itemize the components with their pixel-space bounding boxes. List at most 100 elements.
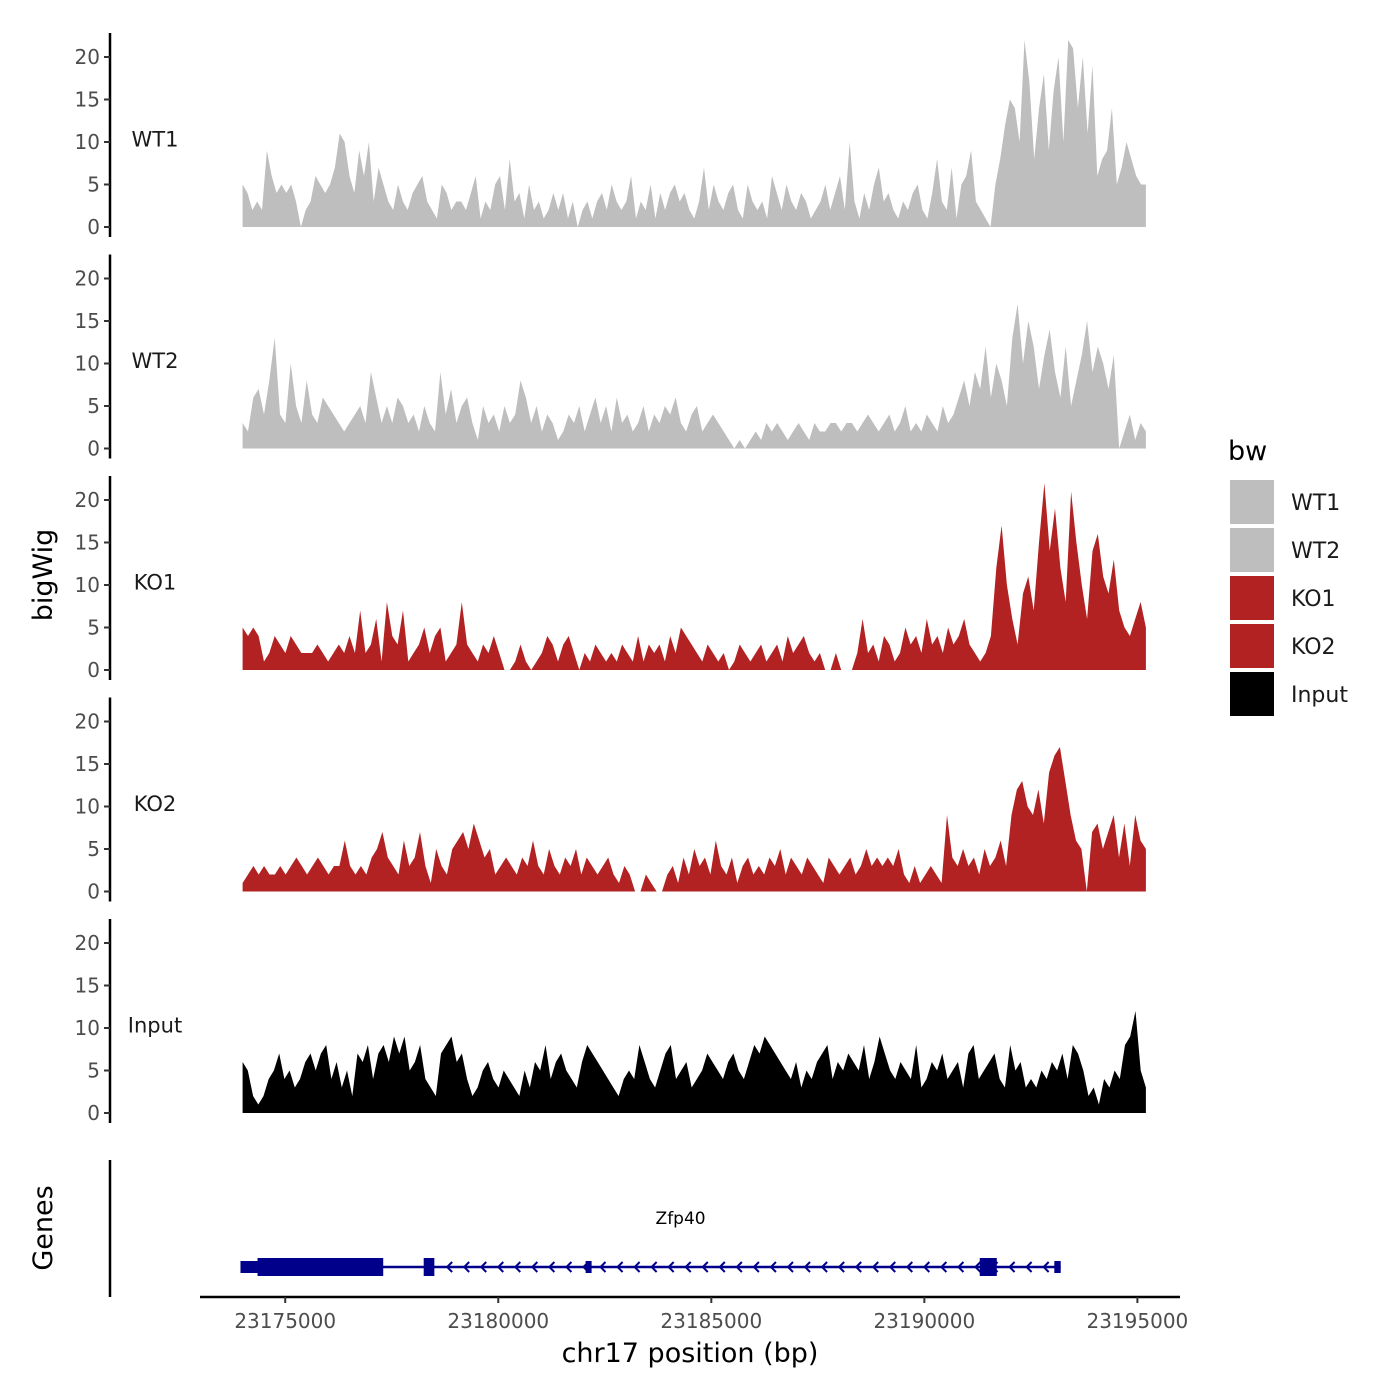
- y-tick-label: 5: [87, 837, 100, 861]
- gene-exon: [1054, 1261, 1061, 1273]
- tracks-layer: 0 5 10 15 20 WT1 0 5 10 15 20 WT2 0 5 10 15 20 KO1 0 5 10 15 2…: [75, 33, 1146, 1125]
- y-tick-label: 20: [75, 710, 100, 734]
- x-tick-label: 23195000: [1086, 1309, 1188, 1333]
- y-tick-label: 5: [87, 394, 100, 418]
- strand-arrow: [445, 1261, 453, 1273]
- track-label: Input: [128, 1013, 182, 1037]
- strand-arrow: [599, 1261, 607, 1273]
- y-tick-label: 20: [75, 45, 100, 69]
- area-input: [242, 1011, 1146, 1113]
- x-tick-label: 23185000: [660, 1309, 762, 1333]
- gene-name-label: Zfp40: [656, 1209, 706, 1229]
- x-tick-label: 23180000: [447, 1309, 549, 1333]
- strand-arrow: [513, 1261, 522, 1273]
- track-label: WT2: [132, 349, 179, 373]
- track-label: WT1: [132, 127, 179, 151]
- strand-arrow: [701, 1261, 709, 1273]
- strand-arrow: [582, 1261, 590, 1273]
- strand-arrow: [752, 1261, 760, 1273]
- y-tick-label: 10: [75, 573, 100, 597]
- strand-arrow: [1008, 1261, 1016, 1273]
- gene-exon: [979, 1258, 997, 1276]
- x-tick-label: 23190000: [873, 1309, 975, 1333]
- strand-arrow: [939, 1261, 948, 1273]
- genes-axis-title: Genes: [28, 1185, 59, 1270]
- strand-arrow: [547, 1261, 556, 1273]
- y-tick-label: 20: [75, 267, 100, 291]
- gene-exon: [240, 1261, 258, 1273]
- legend-label-wt2: WT2: [1291, 539, 1340, 564]
- track-label: KO2: [134, 792, 177, 816]
- strand-arrow: [922, 1261, 931, 1273]
- gene-exon: [257, 1258, 384, 1276]
- y-tick-label: 5: [87, 173, 100, 197]
- gene-exon: [585, 1261, 592, 1273]
- legend-key-wt1: [1230, 480, 1274, 524]
- strand-arrow: [837, 1261, 845, 1273]
- y-tick-label: 15: [75, 531, 100, 555]
- track-wt2: 0 5 10 15 20 WT2: [75, 254, 1146, 461]
- legend-label-input: Input: [1291, 683, 1348, 708]
- y-tick-label: 20: [75, 931, 100, 955]
- track-ko2: 0 5 10 15 20 KO2: [75, 697, 1146, 904]
- strand-arrow: [650, 1261, 658, 1273]
- strand-arrow: [479, 1261, 487, 1273]
- track-label: KO1: [134, 570, 177, 594]
- y-tick-label: 0: [87, 880, 100, 904]
- legend-key-wt2: [1230, 528, 1274, 572]
- y-tick-label: 5: [87, 1059, 100, 1083]
- strand-arrow: [974, 1261, 982, 1273]
- y-tick-label: 0: [87, 215, 100, 239]
- strand-arrow: [803, 1261, 811, 1273]
- strand-arrow: [565, 1261, 573, 1273]
- y-tick-label: 20: [75, 488, 100, 512]
- y-tick-label: 10: [75, 130, 100, 154]
- legend-key-input: [1230, 672, 1274, 716]
- x-axis: 23175000 23180000 23185000 23190000 23195000: [200, 1295, 1188, 1333]
- track-input: 0 5 10 15 20 Input: [75, 919, 1146, 1125]
- area-wt2: [242, 304, 1146, 449]
- y-tick-label: 10: [75, 795, 100, 819]
- strand-arrow: [769, 1261, 777, 1273]
- legend-key-ko2: [1230, 624, 1274, 668]
- y-tick-label: 0: [87, 437, 100, 461]
- strand-arrow: [496, 1261, 504, 1273]
- genes-track: Zfp40: [108, 1160, 1061, 1297]
- area-ko1: [242, 483, 1146, 670]
- y-axis-title: bigWig: [28, 529, 59, 622]
- strand-arrow: [991, 1261, 999, 1273]
- area-ko2: [242, 747, 1146, 892]
- strand-arrow: [718, 1261, 726, 1273]
- y-tick-label: 15: [75, 88, 100, 112]
- strand-arrow: [667, 1261, 675, 1273]
- strand-arrow: [616, 1261, 624, 1273]
- strand-arrow: [1042, 1261, 1050, 1273]
- strand-arrow: [957, 1261, 965, 1273]
- y-tick-label: 0: [87, 658, 100, 682]
- legend-label-wt1: WT1: [1291, 491, 1340, 516]
- x-axis-title: chr17 position (bp): [562, 1338, 819, 1369]
- legend-label-ko1: KO1: [1291, 587, 1336, 612]
- strand-arrow: [888, 1261, 896, 1273]
- legend-label-ko2: KO2: [1291, 635, 1336, 660]
- strand-arrow: [1025, 1261, 1033, 1273]
- legend: bw WT1 WT2 KO1 KO2 Input: [1228, 436, 1348, 716]
- x-tick-label: 23175000: [234, 1309, 336, 1333]
- track-ko1: 0 5 10 15 20 KO1: [75, 476, 1146, 682]
- y-tick-label: 15: [75, 752, 100, 776]
- strand-arrow: [871, 1261, 879, 1273]
- y-tick-label: 10: [75, 352, 100, 376]
- area-wt1: [242, 40, 1146, 227]
- legend-title: bw: [1228, 436, 1267, 467]
- strand-arrow: [735, 1261, 743, 1273]
- legend-key-ko1: [1230, 576, 1274, 620]
- strand-arrow: [684, 1261, 692, 1273]
- strand-arrow: [820, 1261, 828, 1273]
- strand-arrow: [786, 1261, 794, 1273]
- y-tick-label: 5: [87, 616, 100, 640]
- strand-arrow: [530, 1261, 539, 1273]
- y-tick-label: 10: [75, 1016, 100, 1040]
- strand-arrow: [854, 1261, 862, 1273]
- strand-arrow: [905, 1261, 914, 1273]
